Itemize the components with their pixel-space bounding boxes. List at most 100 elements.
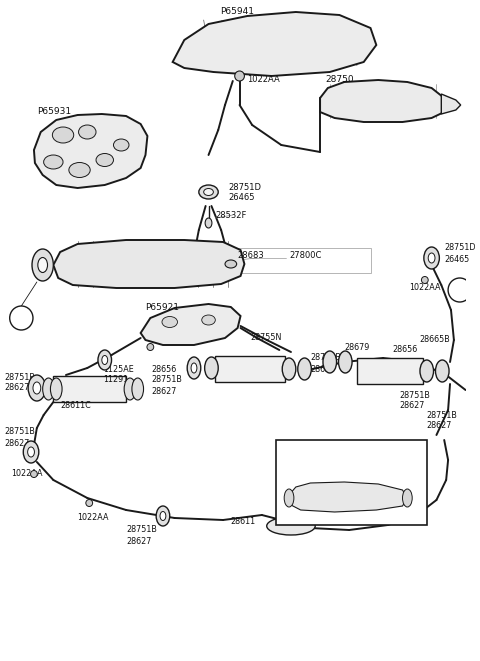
Polygon shape [320,80,444,122]
Ellipse shape [204,357,218,379]
Polygon shape [141,304,240,345]
Ellipse shape [323,351,336,373]
Text: 28751B: 28751B [427,410,457,420]
Text: 28755N: 28755N [250,334,282,342]
Text: 1022AA: 1022AA [12,469,43,479]
Bar [216,356,285,382]
Ellipse shape [98,350,111,370]
Text: 28665B: 28665B [419,336,450,344]
Ellipse shape [96,153,113,167]
Ellipse shape [44,155,63,169]
Ellipse shape [428,253,435,263]
Text: 27800C: 27800C [289,251,322,260]
Text: 28751B: 28751B [126,525,157,535]
Text: (EMSSION: (EMSSION [329,449,374,459]
Ellipse shape [43,378,54,400]
Ellipse shape [199,185,218,199]
Bar [357,358,423,384]
Ellipse shape [282,358,296,380]
Polygon shape [53,240,244,288]
Text: 28751B: 28751B [151,375,182,385]
Text: 28532F: 28532F [216,210,247,219]
Ellipse shape [38,258,48,272]
Bar [53,376,126,402]
Ellipse shape [162,317,178,327]
Ellipse shape [33,382,41,394]
Ellipse shape [424,247,439,269]
Text: 28751B: 28751B [311,354,341,362]
Ellipse shape [124,378,136,400]
Text: 28683: 28683 [238,251,264,260]
Ellipse shape [298,358,312,380]
Ellipse shape [113,139,129,151]
Polygon shape [441,94,461,114]
Text: 28627: 28627 [4,438,29,447]
Text: 28627: 28627 [126,537,152,545]
Text: P65931: P65931 [37,108,71,116]
Circle shape [421,276,428,284]
Ellipse shape [191,363,197,373]
Ellipse shape [403,489,412,507]
Polygon shape [289,482,408,512]
Circle shape [86,500,93,506]
Circle shape [10,306,33,330]
Text: 28611: 28611 [231,518,256,527]
Text: 28750: 28750 [325,75,354,83]
Text: P65941: P65941 [220,7,254,15]
Ellipse shape [156,506,170,526]
Text: 28751D: 28751D [444,243,476,253]
Ellipse shape [50,378,62,400]
Text: 28627: 28627 [427,422,452,430]
Ellipse shape [28,447,35,457]
Ellipse shape [225,260,237,268]
Circle shape [147,344,154,350]
Ellipse shape [132,378,144,400]
Ellipse shape [267,517,315,535]
Text: 28679: 28679 [344,342,370,352]
Text: P65921: P65921 [145,303,180,311]
Ellipse shape [28,375,46,401]
Text: 11291: 11291 [103,375,128,385]
Text: 28751B: 28751B [4,428,35,436]
Text: 28627: 28627 [151,387,177,395]
Text: 1022AA: 1022AA [78,514,109,522]
Polygon shape [173,12,376,76]
Ellipse shape [102,356,108,364]
Text: 1125AE: 1125AE [103,364,133,373]
Ellipse shape [338,351,352,373]
Circle shape [31,471,37,477]
Text: 28950: 28950 [337,475,366,485]
Text: REGULATION): REGULATION) [321,461,382,471]
Circle shape [235,71,244,81]
Ellipse shape [160,512,166,520]
Ellipse shape [23,441,39,463]
Ellipse shape [52,127,74,143]
Text: 28611C: 28611C [60,401,91,410]
Text: 28656: 28656 [151,364,177,373]
Polygon shape [34,114,147,188]
Ellipse shape [284,489,294,507]
Text: 26465: 26465 [444,254,469,264]
Text: 28751B: 28751B [399,391,431,399]
Ellipse shape [205,218,212,228]
Ellipse shape [435,360,449,382]
Ellipse shape [420,360,433,382]
Text: 28627: 28627 [399,401,425,410]
Ellipse shape [32,249,53,281]
Text: 1022AA: 1022AA [247,75,280,85]
Text: 26465: 26465 [228,194,254,202]
Text: 28751D: 28751D [228,184,261,192]
Text: 28656: 28656 [393,344,418,354]
Bar [276,440,427,525]
Text: 1022AA: 1022AA [409,284,441,293]
Ellipse shape [204,188,214,196]
Circle shape [448,278,471,302]
Text: 28751B: 28751B [4,373,35,381]
Text: A: A [456,286,463,295]
Ellipse shape [69,163,90,178]
Ellipse shape [79,125,96,139]
Bar [231,248,372,273]
Text: 28627: 28627 [4,383,29,393]
Text: 28627: 28627 [311,366,336,375]
Ellipse shape [202,315,216,325]
